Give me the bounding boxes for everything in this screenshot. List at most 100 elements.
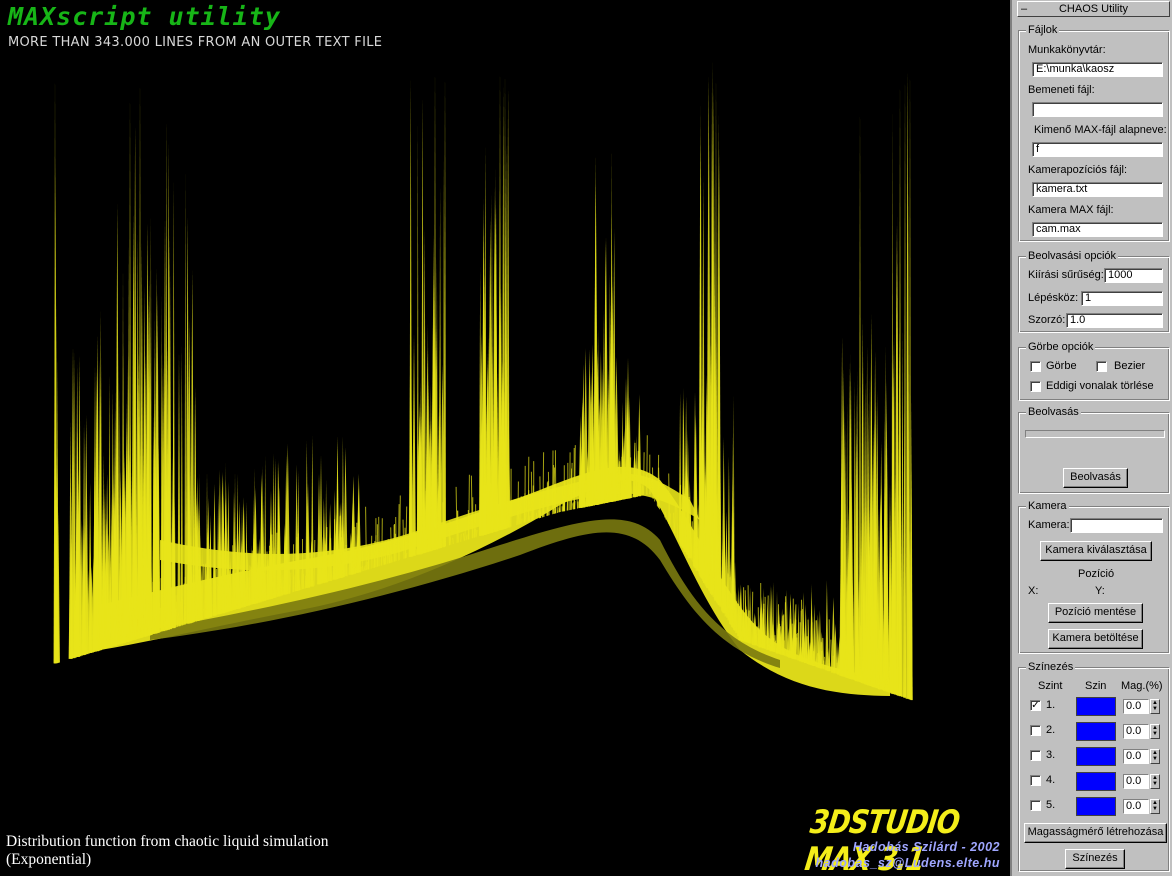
surface-shape: [542, 452, 545, 518]
level-checkbox[interactable]: [1030, 750, 1041, 761]
surface-shape: [851, 650, 854, 680]
surface-shape: [345, 544, 348, 577]
select-camera-button[interactable]: Kamera kiválasztása: [1040, 541, 1152, 561]
workdir-input[interactable]: E:\munka\kaosz: [1032, 62, 1163, 77]
group-reading-title: Beolvasás: [1026, 405, 1081, 419]
level-color-swatch[interactable]: [1076, 697, 1116, 716]
level-checkbox[interactable]: [1030, 725, 1041, 736]
create-height-meter-button[interactable]: Magasságmérő létrehozása: [1024, 823, 1167, 843]
surface-shape: [161, 347, 164, 632]
multiplier-field[interactable]: 1.0: [1066, 313, 1163, 328]
surface-shape: [206, 472, 209, 618]
surface-shape: [143, 489, 146, 637]
curve-checkbox[interactable]: [1030, 361, 1041, 372]
surface-shape: [118, 469, 123, 644]
surface-shape: [277, 585, 280, 597]
surface-shape: [552, 508, 555, 514]
rollout-collapse-icon[interactable]: –: [1021, 3, 1028, 15]
curve-label: Görbe: [1046, 360, 1077, 372]
viewport[interactable]: MAXscript utility MORE THAN 343.000 LINE…: [0, 0, 1010, 876]
surface-shape: [399, 495, 401, 561]
camera-pos-file-label: Kamerapozíciós fájl:: [1028, 164, 1128, 176]
load-camera-button[interactable]: Kamera betöltése: [1048, 629, 1143, 649]
surface-shape: [766, 595, 769, 650]
level-checkbox[interactable]: [1030, 775, 1041, 786]
coloring-button[interactable]: Színezés: [1065, 849, 1125, 869]
input-file-field[interactable]: [1032, 102, 1163, 117]
level-color-swatch[interactable]: [1076, 747, 1116, 766]
output-basename-field[interactable]: f: [1032, 142, 1163, 157]
surface-shape: [832, 655, 834, 673]
surface-shape: [716, 557, 719, 604]
rollout-title: CHAOS Utility: [1058, 3, 1129, 15]
surface-shape: [117, 633, 120, 645]
surface-shape: [172, 620, 175, 628]
level-color-swatch[interactable]: [1076, 722, 1116, 741]
surface-shape: [129, 95, 131, 641]
level-spinner-arrows[interactable]: ▲ ▼: [1150, 799, 1160, 814]
group-camera-title: Kamera: [1026, 499, 1069, 513]
level-height-field[interactable]: 0.0: [1123, 799, 1149, 814]
density-field[interactable]: 1000: [1104, 268, 1163, 283]
surface-shape: [735, 611, 738, 633]
surface-shape: [292, 544, 295, 593]
level-spinner-arrows[interactable]: ▲ ▼: [1150, 699, 1160, 714]
surface-shape: [619, 476, 621, 500]
surface-shape: [719, 454, 722, 607]
level-spinner-arrows[interactable]: ▲ ▼: [1150, 749, 1160, 764]
level-height-field[interactable]: 0.0: [1123, 774, 1149, 789]
surface-shape: [296, 580, 298, 592]
step-field[interactable]: 1: [1081, 291, 1163, 306]
surface-shape: [423, 228, 427, 553]
surface-shape: [261, 582, 264, 602]
surface-shape: [767, 644, 769, 650]
level-spinner-arrows[interactable]: ▲ ▼: [1150, 724, 1160, 739]
camera-field[interactable]: [1070, 518, 1163, 533]
surface-shape: [901, 329, 904, 697]
viewport-caption: Distribution function from chaotic liqui…: [6, 833, 328, 869]
read-button[interactable]: Beolvasás: [1063, 468, 1128, 488]
level-color-swatch[interactable]: [1076, 772, 1116, 791]
surface-shape: [785, 651, 788, 657]
surface-shape: [235, 604, 237, 610]
surface-shape: [798, 653, 801, 661]
surface-shape: [193, 609, 196, 622]
level-label: 1.: [1046, 699, 1056, 711]
surface-shape: [159, 603, 161, 632]
surface-shape: [250, 567, 252, 605]
surface-shape: [729, 577, 732, 624]
level-height-field[interactable]: 0.0: [1123, 749, 1149, 764]
surface-shape: [530, 507, 532, 521]
group-files-title: Fájlok: [1026, 23, 1060, 37]
camera-pos-file-field[interactable]: kamera.txt: [1032, 182, 1163, 197]
level-color-swatch[interactable]: [1076, 797, 1116, 816]
save-position-button[interactable]: Pozíció mentése: [1048, 603, 1143, 623]
surface-shape: [444, 75, 446, 547]
surface-shape: [261, 466, 264, 602]
surface-shape: [141, 502, 144, 638]
bezier-checkbox[interactable]: [1096, 361, 1107, 372]
surface-shape: [711, 85, 713, 594]
level-checkbox[interactable]: ✓: [1030, 700, 1041, 711]
surface-shape: [909, 70, 911, 700]
surface-shape: [309, 581, 312, 587]
workdir-label: Munkakönyvtár:: [1028, 44, 1106, 56]
level-height-field[interactable]: 0.0: [1123, 699, 1149, 714]
level-spinner-arrows[interactable]: ▲ ▼: [1150, 774, 1160, 789]
surface-shape: [668, 502, 670, 524]
level-checkbox[interactable]: [1030, 800, 1041, 811]
surface-shape: [673, 512, 675, 533]
surface-shape: [444, 533, 446, 547]
surface-shape: [877, 647, 879, 689]
density-label: Kiírási sűrűség:: [1028, 269, 1104, 281]
group-reading: Beolvasás Beolvasás: [1018, 405, 1170, 494]
camera-max-file-field[interactable]: cam.max: [1032, 222, 1163, 237]
surface-shape: [203, 564, 205, 619]
surface-shape: [572, 502, 575, 510]
level-height-field[interactable]: 0.0: [1123, 724, 1149, 739]
surface-shape: [105, 522, 109, 648]
output-basename-label: Kimenő MAX-fájl alapneve:: [1034, 124, 1167, 136]
rollout-header[interactable]: – CHAOS Utility: [1017, 1, 1170, 17]
clear-lines-checkbox[interactable]: [1030, 381, 1041, 392]
surface-shape: [526, 497, 528, 522]
